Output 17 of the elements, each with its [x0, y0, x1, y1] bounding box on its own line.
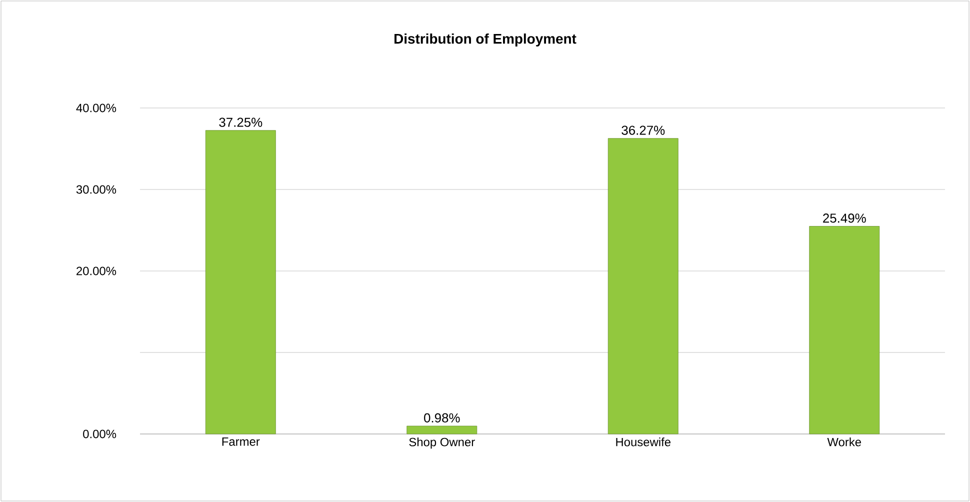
chart-title: Distribution of Employment	[394, 33, 576, 46]
y-tick-label: 20.00%	[76, 266, 116, 276]
x-tick-label: Shop Owner	[409, 438, 475, 449]
y-tick-label: 30.00%	[76, 185, 116, 194]
y-tick-label: 0.00%	[83, 430, 116, 438]
data-label: 37.25%	[219, 118, 262, 127]
x-tick-label: Worke	[827, 438, 862, 446]
x-tick-label: Farmer	[222, 438, 260, 446]
bar	[809, 226, 880, 434]
bar	[205, 130, 276, 434]
data-label: 36.27%	[622, 126, 665, 135]
y-tick-label: 40.00%	[76, 104, 116, 112]
data-label: 0.98%	[424, 413, 460, 422]
bar	[406, 426, 478, 434]
data-label: 25.49%	[823, 214, 866, 223]
x-tick-label: Housewife	[616, 438, 670, 446]
bar	[608, 138, 678, 434]
